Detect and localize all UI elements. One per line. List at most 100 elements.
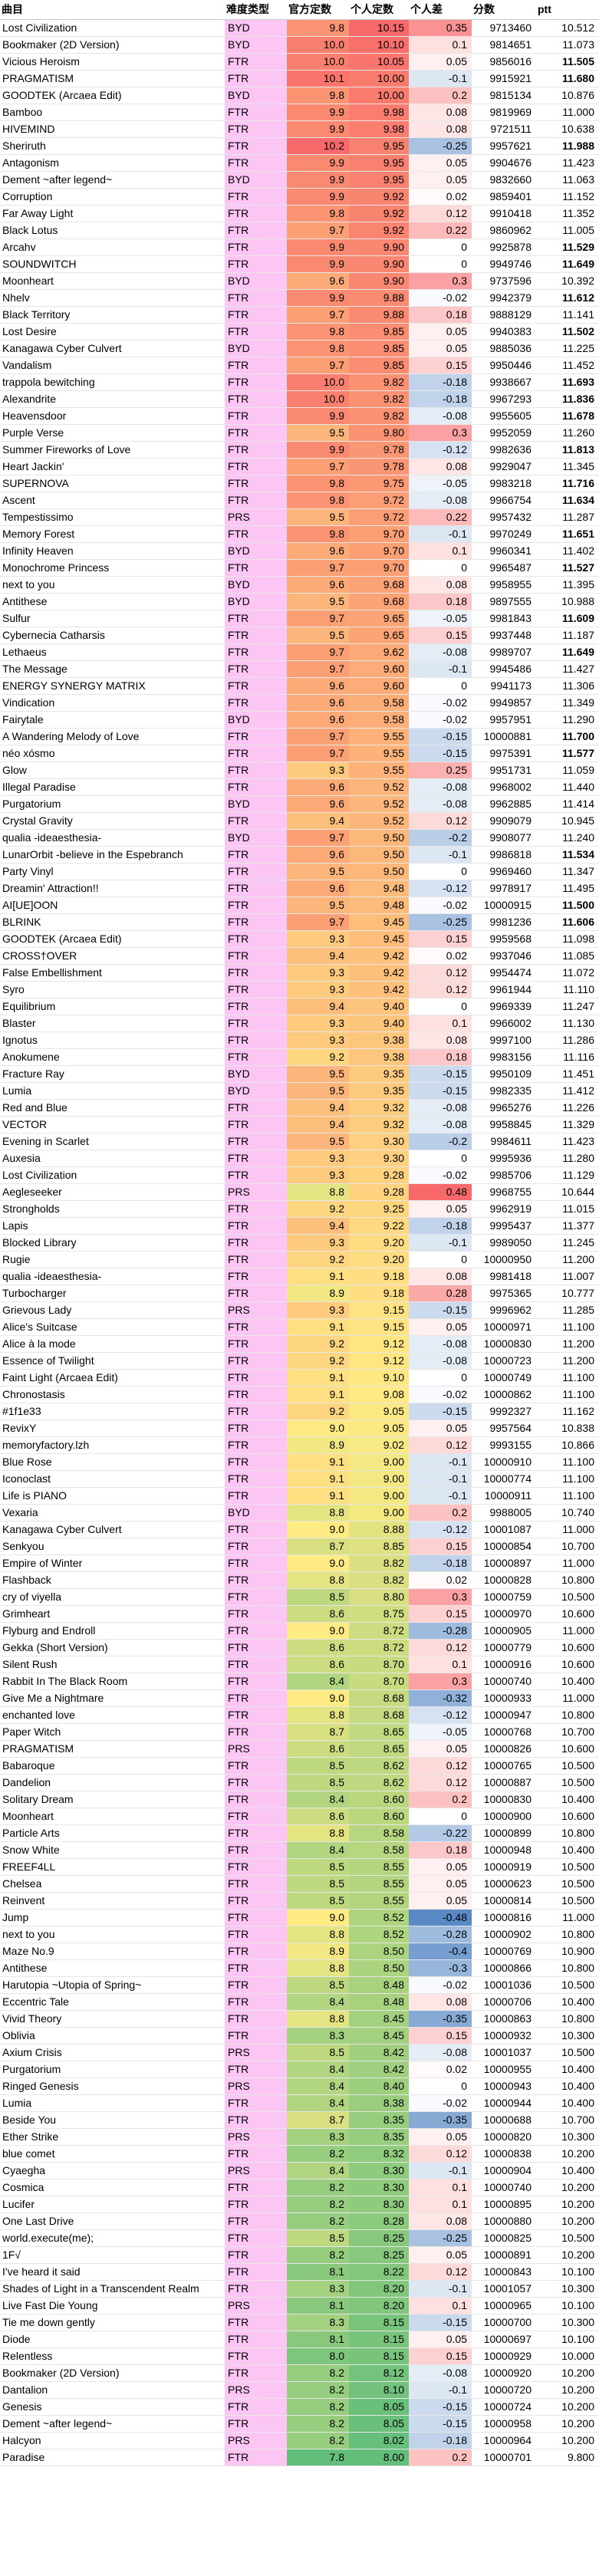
table-row: Lost Civilization FTR 9.3 9.28 -0.02 9985706 1… [0, 1166, 599, 1184]
cell-diff: 0.05 [409, 2246, 472, 2264]
cell-type: FTR [225, 660, 287, 678]
cell-song: Fairytale [0, 711, 225, 729]
cell-personal: 8.28 [349, 2212, 409, 2230]
header-diff: 个人差 [409, 0, 472, 20]
cell-ptt: 10.600 [536, 1808, 599, 1825]
cell-type: FTR [225, 525, 287, 543]
cell-song: Syro [0, 981, 225, 998]
cell-personal: 9.48 [349, 880, 409, 897]
cell-diff: -0.15 [409, 1082, 472, 1100]
cell-type: FTR [225, 390, 287, 408]
cell-diff: -0.15 [409, 1403, 472, 1420]
cell-song: Rugie [0, 1251, 225, 1268]
cell-type: FTR [225, 846, 287, 864]
cell-ptt: 10.200 [536, 2145, 599, 2163]
cell-official: 9.8 [287, 323, 349, 341]
cell-diff: -0.28 [409, 1926, 472, 1943]
table-row: Paper Witch FTR 8.7 8.65 -0.05 10000768 10.700 [0, 1723, 599, 1741]
cell-song: Cosmica [0, 2179, 225, 2196]
table-row: Dement ~after legend~ BYD 9.9 9.95 0.05 98326… [0, 171, 599, 189]
cell-ptt: 10.400 [536, 1993, 599, 2011]
cell-personal: 9.85 [349, 323, 409, 341]
table-row: Reinvent FTR 8.5 8.55 0.05 10000814 10.500 [0, 1892, 599, 1910]
cell-diff: 0.15 [409, 930, 472, 948]
cell-official: 8.4 [287, 1841, 349, 1859]
cell-official: 9.6 [287, 880, 349, 897]
cell-song: CROSS†OVER [0, 947, 225, 965]
cell-song: Antithese [0, 593, 225, 610]
cell-ptt: 11.612 [536, 289, 599, 307]
cell-type: FTR [225, 255, 287, 273]
cell-diff: -0.18 [409, 390, 472, 408]
cell-official: 10.1 [287, 70, 349, 87]
table-row: Equilibrium FTR 9.4 9.40 0 9969339 11.247 [0, 998, 599, 1015]
cell-score: 10000826 [472, 1740, 536, 1758]
cell-type: FTR [225, 1571, 287, 1589]
cell-official: 9.5 [287, 1133, 349, 1150]
cell-diff: -0.18 [409, 1217, 472, 1235]
cell-ptt: 11.452 [536, 357, 599, 374]
cell-type: FTR [225, 1166, 287, 1184]
cell-official: 9.5 [287, 508, 349, 526]
cell-song: Alice's Suitcase [0, 1318, 225, 1336]
table-row: Black Territory FTR 9.7 9.88 0.18 9888129 11.1… [0, 306, 599, 324]
table-row: Fracture Ray BYD 9.5 9.35 -0.15 9950109 11.451 [0, 1065, 599, 1083]
cell-score: 9960341 [472, 542, 536, 560]
cell-official: 10.2 [287, 137, 349, 155]
cell-official: 9.3 [287, 1234, 349, 1252]
table-row: Dandelion FTR 8.5 8.62 0.12 10000887 10.500 [0, 1774, 599, 1791]
cell-personal: 9.90 [349, 272, 409, 290]
cell-diff: -0.1 [409, 1470, 472, 1488]
cell-ptt: 10.500 [536, 1875, 599, 1893]
cell-ptt: 10.500 [536, 1588, 599, 1606]
cell-type: FTR [225, 2364, 287, 2382]
cell-type: FTR [225, 1622, 287, 1640]
cell-personal: 10.15 [349, 19, 409, 37]
table-row: Summer Fireworks of Love FTR 9.9 9.78 -0.12 9… [0, 441, 599, 459]
cell-type: FTR [225, 1791, 287, 1808]
cell-ptt: 11.414 [536, 795, 599, 813]
cell-diff: -0.02 [409, 289, 472, 307]
cell-song: Tie me down gently [0, 2314, 225, 2331]
cell-score: 10000947 [472, 1706, 536, 1724]
cell-personal: 9.30 [349, 1133, 409, 1150]
cell-official: 8.2 [287, 2145, 349, 2163]
cell-diff: 0.3 [409, 272, 472, 290]
cell-song: Lapis [0, 1217, 225, 1235]
cell-diff: 0.1 [409, 2297, 472, 2314]
cell-score: 10000779 [472, 1639, 536, 1656]
cell-ptt: 9.800 [536, 2449, 599, 2466]
cell-personal: 9.20 [349, 1234, 409, 1252]
cell-personal: 9.95 [349, 154, 409, 172]
cell-song: Turbocharger [0, 1285, 225, 1302]
cell-song: Kanagawa Cyber Culvert [0, 340, 225, 357]
cell-personal: 9.72 [349, 492, 409, 509]
cell-personal: 9.80 [349, 424, 409, 442]
table-row: Dantalion PRS 8.2 8.10 -0.1 10000720 10.200 [0, 2381, 599, 2399]
cell-personal: 9.88 [349, 289, 409, 307]
cell-ptt: 10.392 [536, 272, 599, 290]
cell-diff: 0.1 [409, 542, 472, 560]
cell-personal: 8.52 [349, 1926, 409, 1943]
cell-score: 10000759 [472, 1588, 536, 1606]
cell-ptt: 11.693 [536, 373, 599, 391]
cell-personal: 9.52 [349, 812, 409, 830]
cell-diff: -0.25 [409, 2229, 472, 2247]
cell-score: 9965487 [472, 559, 536, 577]
cell-type: FTR [225, 1605, 287, 1623]
cell-type: FTR [225, 222, 287, 239]
cell-official: 9.3 [287, 964, 349, 982]
cell-ptt: 11.716 [536, 475, 599, 492]
table-row: Red and Blue FTR 9.4 9.32 -0.08 9965276 11.226 [0, 1099, 599, 1117]
cell-type: BYD [225, 576, 287, 594]
cell-official: 9.1 [287, 1318, 349, 1336]
cell-song: Vandalism [0, 357, 225, 374]
cell-official: 9.8 [287, 19, 349, 37]
cell-personal: 9.15 [349, 1301, 409, 1319]
cell-personal: 9.42 [349, 981, 409, 998]
cell-personal: 8.35 [349, 2111, 409, 2129]
table-row: Essence of Twilight FTR 9.2 9.12 -0.08 100007… [0, 1352, 599, 1370]
cell-type: FTR [225, 2246, 287, 2264]
cell-ptt: 11.609 [536, 610, 599, 627]
cell-ptt: 10.100 [536, 2263, 599, 2281]
